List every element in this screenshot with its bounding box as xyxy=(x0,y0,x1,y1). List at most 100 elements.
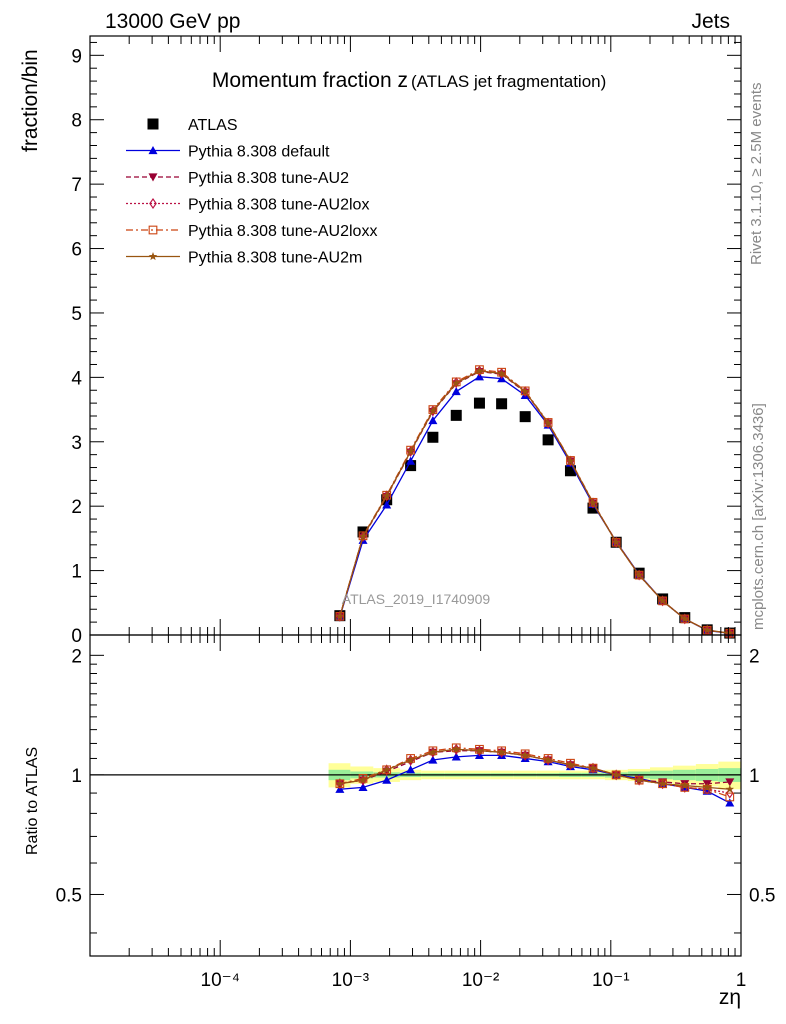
legend-entry: Pythia 8.308 tune-AU2loxx xyxy=(126,223,377,240)
data-point xyxy=(497,369,506,378)
y-tick-label: 6 xyxy=(71,240,82,261)
ratio-point xyxy=(335,779,345,788)
ratio-point xyxy=(382,775,392,784)
ratio-point xyxy=(566,760,575,769)
ratio-y-tick-label-right: 1 xyxy=(749,766,760,787)
ratio-point xyxy=(406,765,416,774)
side-label-mcplots: mcplots.cern.ch [arXiv:1306.3436] xyxy=(750,403,767,630)
data-point xyxy=(406,456,416,465)
watermark: ATLAS_2019_I1740909 xyxy=(342,591,491,607)
ratio-y-tick-label: 1 xyxy=(71,766,82,787)
ratio-point xyxy=(566,758,575,768)
y-tick-label: 9 xyxy=(71,46,82,67)
ratio-point xyxy=(451,744,461,753)
data-point xyxy=(566,455,575,467)
data-point xyxy=(635,569,643,581)
ratio-point xyxy=(451,752,461,761)
data-point xyxy=(405,460,417,472)
main-series-layer xyxy=(334,365,736,639)
data-point xyxy=(519,411,531,423)
legend-entry: Pythia 8.308 tune-AU2lox xyxy=(126,197,369,214)
legend-label: ATLAS xyxy=(188,117,238,134)
data-point xyxy=(725,628,735,637)
ratio-y-tick-label: 0.5 xyxy=(56,885,82,906)
ratio-point xyxy=(658,779,667,788)
header-right: Jets xyxy=(691,10,730,33)
ratio-series-5 xyxy=(335,744,735,793)
ratio-point xyxy=(497,746,506,756)
ratio-point xyxy=(611,770,621,779)
x-tick-label: 10⁻² xyxy=(462,970,500,991)
chart-title-main: Momentum fraction z xyxy=(212,69,408,92)
legend-label: Pythia 8.308 tune-AU2loxx xyxy=(188,223,377,240)
y-tick-label: 2 xyxy=(71,497,82,518)
ratio-point xyxy=(725,784,735,793)
data-point xyxy=(496,398,508,410)
y-tick-label: 4 xyxy=(71,368,82,389)
x-axis-label: zη xyxy=(719,986,741,1009)
data-point xyxy=(382,500,392,509)
y-tick-label: 0 xyxy=(71,626,82,647)
data-point xyxy=(428,416,438,425)
legend-label: Pythia 8.308 tune-AU2 xyxy=(188,170,349,187)
ratio-point xyxy=(358,775,368,784)
legend: ATLAS Pythia 8.308 default Pythia 8.308 tu… xyxy=(126,117,377,267)
data-point xyxy=(564,465,576,477)
data-point xyxy=(336,610,344,622)
main-panel: 0 1 2 3 4 5 6 7 8 9 ATLAS_2019_I1740909 Momentum … xyxy=(19,35,742,647)
ratio-point xyxy=(336,778,344,790)
ratio-point xyxy=(406,755,415,764)
ratio-point xyxy=(475,746,484,755)
y-tick-label: 5 xyxy=(71,304,82,325)
ratio-y-tick-label: 2 xyxy=(71,646,82,667)
x-tick-label: 10⁻¹ xyxy=(592,970,630,991)
ratio-point xyxy=(428,746,438,756)
ratio-point xyxy=(680,781,690,790)
header-left: 13000 GeV pp xyxy=(105,10,240,33)
ratio-point xyxy=(475,744,484,754)
ratio-y-axis-label: Ratio to ATLAS xyxy=(24,747,41,855)
ratio-point xyxy=(475,745,484,757)
data-point xyxy=(358,531,368,541)
ratio-point xyxy=(635,774,643,786)
y-axis-label: fraction/bin xyxy=(19,49,42,152)
x-tick-label: 10⁻³ xyxy=(332,970,370,991)
ratio-y-tick-label-right: 0.5 xyxy=(749,885,775,906)
ratio-point xyxy=(521,749,530,761)
ratio-point xyxy=(702,782,712,792)
legend-marker xyxy=(149,198,157,209)
ratio-series-layer xyxy=(90,743,741,807)
ratio-point xyxy=(543,755,553,764)
legend-marker xyxy=(148,252,158,261)
data-point xyxy=(588,498,598,507)
ratio-axis-ticks: 0.5 0.5 1 1 2 2 10⁻⁴ 10⁻³ 10⁻² 10⁻¹ 1 xyxy=(56,635,775,991)
ratio-line xyxy=(339,748,730,790)
series-line-5 xyxy=(339,370,730,634)
ratio-point xyxy=(658,778,667,790)
ratio-point xyxy=(520,749,530,759)
ratio-point xyxy=(406,754,415,766)
data-point xyxy=(359,530,367,542)
data-point xyxy=(611,537,621,546)
data-point xyxy=(680,614,690,623)
ratio-frame xyxy=(89,634,742,957)
ratio-point xyxy=(612,769,621,781)
legend-entry: Pythia 8.308 tune-AU2m xyxy=(126,250,362,267)
data-point xyxy=(382,491,391,500)
y-tick-label: 7 xyxy=(71,175,82,196)
data-point xyxy=(335,611,345,620)
data-point xyxy=(612,536,621,548)
data-point xyxy=(427,431,439,443)
data-point xyxy=(450,409,462,421)
legend-entry: Pythia 8.308 default xyxy=(126,144,330,161)
x-tick-label: 10⁻⁴ xyxy=(201,970,240,991)
side-label-rivet: Rivet 3.1.10, ≥ 2.5M events xyxy=(748,83,765,266)
ratio-point xyxy=(358,782,368,792)
y-tick-label: 3 xyxy=(71,433,82,454)
legend-entry: ATLAS xyxy=(147,117,238,134)
data-point xyxy=(451,387,461,396)
data-point xyxy=(475,366,484,375)
data-point xyxy=(451,378,461,387)
legend-label: Pythia 8.308 tune-AU2lox xyxy=(188,197,369,214)
